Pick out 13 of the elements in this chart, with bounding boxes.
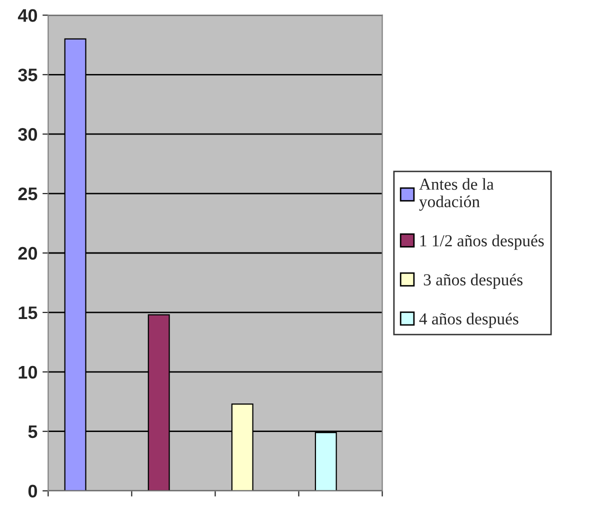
y-tick-label: 20 <box>18 246 38 260</box>
legend-label: 1 1/2 años después <box>420 234 544 250</box>
y-tick-label: 30 <box>18 128 38 141</box>
y-tick-label: 0 <box>28 484 38 498</box>
legend-label: 4 años después <box>419 312 518 328</box>
y-tick-label: 15 <box>18 306 38 320</box>
y-tick-label: 40 <box>18 9 38 22</box>
y-tick-label: 5 <box>28 425 38 438</box>
legend-label: Antes de la yodación <box>419 178 494 211</box>
y-tick-label: 25 <box>18 187 38 200</box>
y-tick-label: 35 <box>18 68 38 82</box>
y-tick-label: 10 <box>18 366 38 379</box>
legend-label: 3 años después <box>424 274 522 289</box>
